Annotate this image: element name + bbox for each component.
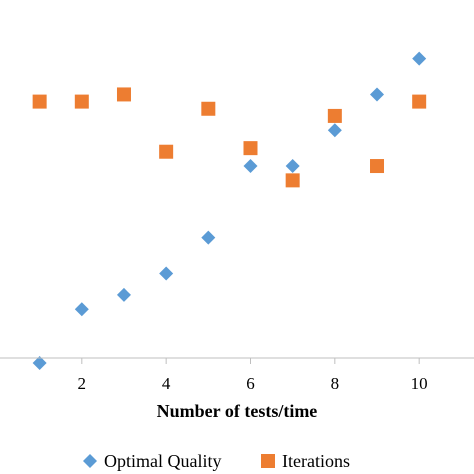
plot-area	[32, 51, 427, 370]
optimal-quality-point	[32, 355, 47, 370]
legend-iterations-marker	[261, 454, 275, 468]
x-tick-label: 10	[411, 374, 428, 393]
iterations-point	[412, 94, 427, 109]
legend-optimal-quality-label: Optimal Quality	[104, 451, 221, 471]
x-tick-label: 2	[78, 374, 87, 393]
x-tick-label: 6	[246, 374, 255, 393]
iterations-point	[32, 94, 47, 109]
iterations-point	[116, 87, 131, 102]
optimal-quality-point	[201, 230, 216, 245]
iterations-point	[243, 141, 258, 156]
legend: Optimal Quality Iterations	[83, 451, 350, 471]
x-tick-label: 8	[331, 374, 340, 393]
legend-iterations-label: Iterations	[282, 451, 350, 471]
iterations-point	[370, 159, 385, 174]
iterations-point	[285, 173, 300, 188]
iterations-point	[74, 94, 89, 109]
optimal-quality-point	[412, 51, 427, 66]
optimal-quality-point	[370, 87, 385, 102]
x-axis-ticks: 2 4 6 8 10	[78, 358, 428, 393]
optimal-quality-point	[116, 287, 131, 302]
x-tick-label: 4	[162, 374, 171, 393]
optimal-quality-point	[327, 123, 342, 138]
optimal-quality-point	[74, 302, 89, 317]
iterations-point	[159, 144, 174, 159]
iterations-point	[327, 108, 342, 123]
optimal-quality-point	[159, 266, 174, 281]
optimal-quality-point	[243, 159, 258, 174]
x-axis-title: Number of tests/time	[157, 401, 318, 421]
iterations-point	[201, 101, 216, 116]
optimal-quality-point	[285, 159, 300, 174]
legend-optimal-quality-marker	[83, 454, 97, 468]
